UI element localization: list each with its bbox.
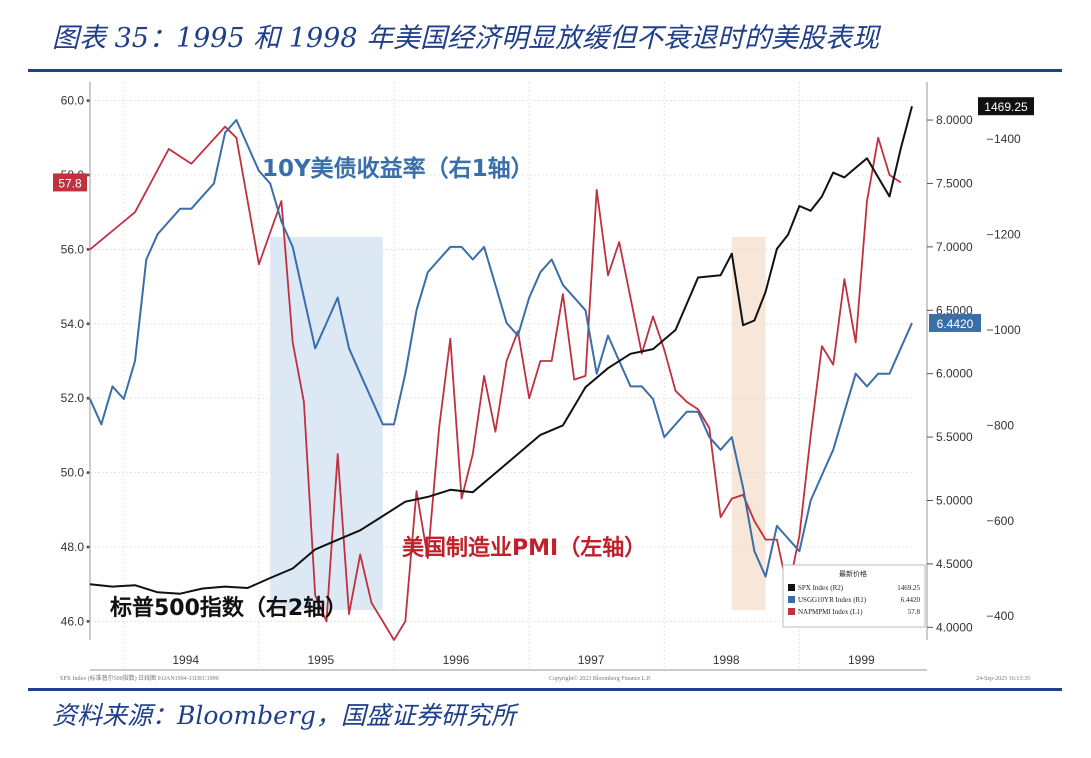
right1-tick-label: 7.5000 [936,176,973,190]
right1-tick-label: 6.0000 [936,367,973,381]
left-tick-mark [86,396,90,400]
right2-tick-label: 1000 [994,323,1021,337]
legend-swatch [788,608,795,615]
legend-value: 57.8 [908,608,921,616]
x-tick-label: 1999 [848,653,875,667]
right2-tick-label: 1200 [994,228,1021,242]
legend: 最新价格 SPX Index (R2) 1469.25 USGG10YR Index … [782,564,926,628]
right2-tick-label: 400 [994,609,1014,623]
right1-tick-label: 6.5000 [936,303,973,317]
left-tick-label: 56.0 [61,242,85,256]
chart-footer: SPX Index (标准普尔500指数) 日线图 01JAN1994-31DE… [60,674,1030,682]
footer-center: Copyright© 2023 Bloomberg Finance L.P. [549,675,652,682]
left-tick-mark [86,322,90,326]
left-tick-mark [86,619,90,623]
left-tick-mark [86,173,90,177]
last-value-tags: 57.8 6.4420 1469.25 [53,97,1034,332]
left-tick-label: 54.0 [61,317,85,331]
x-tick-label: 1998 [713,653,740,667]
last-value-tag-text: 6.4420 [937,317,974,331]
last-value-tag-text: 1469.25 [984,100,1028,114]
series-line-3 [89,105,913,595]
left-tick-label: 52.0 [61,391,85,405]
series-annotation: 美国制造业PMI（左轴） [402,535,646,561]
figure-title: 图表 35：1995 和 1998 年美国经济明显放缓但不衰退时的美股表现 [52,23,880,54]
left-tick-mark [86,247,90,251]
legend-title: 最新价格 [839,569,867,578]
right1-tick-label: 5.5000 [936,430,973,444]
series-annotation: 标普500指数（右2轴） [110,595,347,621]
left-tick-mark [86,471,90,475]
source-note: 资料来源：Bloomberg，国盛证券研究所 [52,701,516,730]
left-tick-label: 60.0 [61,94,85,108]
last-value-tag-bg [929,313,981,332]
shaded-period-2 [731,237,766,610]
last-value-tag-text: 57.8 [58,176,82,190]
right2-tick-label: 600 [994,514,1014,528]
series-annotation: 10Y美债收益率（右1轴） [262,155,534,182]
source-rule [28,688,1062,691]
legend-label: SPX Index (R2) [798,584,844,592]
right2-tick-label: 1400 [994,132,1021,146]
x-tick-label: 1997 [578,653,605,667]
x-tick-label: 1996 [443,653,470,667]
left-tick-mark [86,545,90,549]
legend-swatch [788,584,795,591]
shaded-period-1 [270,237,383,610]
right1-tick-label: 8.0000 [936,113,973,127]
annotations: 10Y美债收益率（右1轴） 美国制造业PMI（左轴） 标普500指数（右2轴） [110,155,646,621]
left-tick-label: 48.0 [61,540,85,554]
series-line-1 [89,125,902,641]
legend-box [782,564,926,628]
left-tick-mark [86,99,90,103]
last-value-tag-bg [53,173,87,192]
right1-tick-label: 4.5000 [936,557,973,571]
right1-tick-label: 7.0000 [936,240,973,254]
left-tick-label: 50.0 [61,466,85,480]
axes: 60.058.056.054.052.050.048.046.08.00007.… [61,82,1021,671]
right1-tick-label: 5.0000 [936,494,973,508]
x-tick-label: 1995 [307,653,334,667]
series-line-2 [89,119,913,578]
gridlines [90,82,912,670]
footer-right: 24-Sep-2023 16:13:35 [976,676,1030,682]
x-tick-label: 1994 [172,653,199,667]
legend-value: 1469.25 [897,584,920,592]
legend-swatch [788,596,795,603]
right2-tick-label: 800 [994,418,1014,432]
footer-left: SPX Index (标准普尔500指数) 日线图 01JAN1994-31DE… [60,674,219,682]
legend-value: 6.4420 [901,596,921,604]
last-value-tag-bg [978,97,1034,116]
legend-label: NAPMPMI Index (L1) [798,608,863,616]
left-tick-label: 46.0 [61,614,85,628]
legend-label: USGG10YR Index (R1) [798,596,867,604]
title-rule [28,69,1062,72]
right1-tick-label: 4.0000 [936,620,973,634]
